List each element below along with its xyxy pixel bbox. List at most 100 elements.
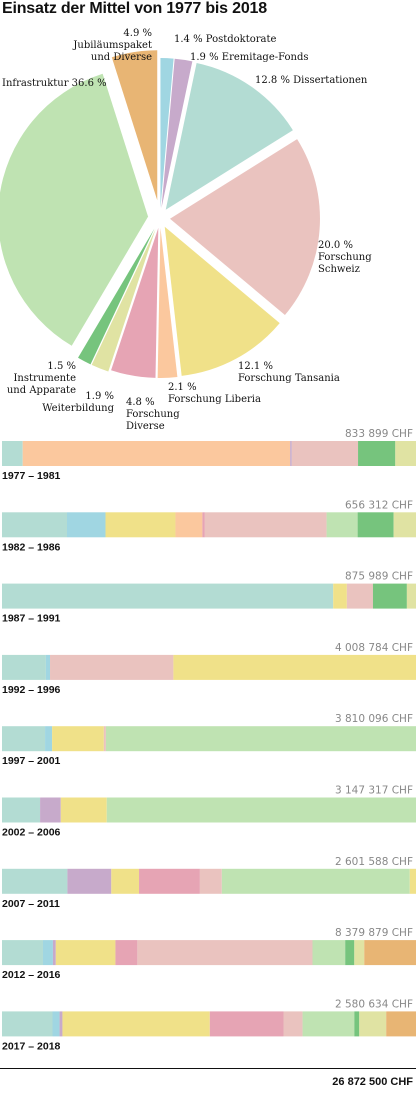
period-label: 1977 – 1981 (2, 470, 61, 482)
bar-segment-infrastruktur (221, 868, 410, 894)
bar-segment-forschung_schweiz (199, 868, 222, 894)
bar-segment-forschung_diverse (139, 868, 200, 894)
pie-label-dissertationen: 12.8 % Dissertationen (255, 75, 368, 86)
bar-segment-weiterbildung (406, 583, 416, 609)
bar-segment-jubilaeum (386, 1011, 416, 1037)
pie-slice-eremitage (161, 58, 193, 209)
pie-label-postdoc: 1.4 % Postdoktorate (174, 34, 277, 45)
period-total: 833 899 CHF (345, 428, 413, 440)
bar-segment-dissertationen (2, 726, 46, 752)
bar-segment-forschung_tansania (52, 726, 104, 752)
period-total: 8 379 879 CHF (335, 927, 413, 939)
period-label: 2002 – 2006 (2, 827, 61, 839)
bar-segment-eremitage (40, 797, 61, 823)
pie-slice-weiterbildung (91, 229, 156, 372)
bar-segment-postdoc (52, 1011, 60, 1037)
period-total: 875 989 CHF (345, 571, 413, 583)
bar-segment-forschung_tansania (62, 1011, 210, 1037)
bar-segment-eremitage (290, 441, 292, 466)
bar-segment-forschung_tansania (333, 583, 347, 609)
pie-label-forschung_schweiz: 20.0 % Forschung Schweiz (318, 240, 372, 275)
bar-segment-postdoc (42, 940, 53, 966)
period-total: 656 312 CHF (345, 499, 413, 511)
bar-segment-postdoc (66, 512, 106, 538)
bar-segment-forschung_schweiz (346, 583, 373, 609)
bar-segment-forschung_schweiz (137, 940, 313, 966)
pie-slice-instrumente (78, 228, 155, 365)
pie-label-instrumente: 1.5 % Instrumente und Apparate (7, 361, 76, 396)
bar-segment-forschung_liberia (22, 441, 291, 466)
bar-segment-forschung_diverse (115, 940, 138, 966)
bar-segment-dissertationen (2, 1011, 53, 1037)
grand-total: 26 872 500 CHF (332, 1076, 413, 1088)
bar-segment-dissertationen (2, 441, 23, 466)
bar-segment-instrumente (357, 512, 394, 538)
bar-segment-eremitage (59, 1011, 63, 1037)
bar-segment-forschung_schweiz (283, 1011, 303, 1037)
pie-label-weiterbildung: 1.9 % Weiterbildung (42, 391, 114, 414)
bar-segment-forschung_tansania (60, 797, 107, 823)
pie-chart: 1.4 % Postdoktorate 1.9 % Eremitage-Fonds… (0, 28, 372, 430)
bar-segment-forschung_schweiz (103, 726, 106, 752)
period-label: 1992 – 1996 (2, 684, 61, 696)
pie-label-infrastruktur: Infrastruktur 36.6 % (2, 78, 107, 89)
bar-segment-forschung_tansania (111, 868, 140, 894)
bar-segment-weiterbildung (395, 441, 416, 466)
period-label: 1982 – 1986 (2, 541, 61, 553)
bar-segment-weiterbildung (359, 1011, 387, 1037)
pie-slice-jubilaeum (111, 50, 158, 201)
bar-segment-eremitage (67, 868, 112, 894)
pie-label-eremitage: 1.9 % Eremitage-Fonds (190, 52, 309, 63)
bar-segment-dissertationen (2, 583, 334, 609)
bar-segment-dissertationen (2, 797, 41, 823)
period-label: 2012 – 2016 (2, 969, 61, 981)
pie-slice-forschung_tansania (164, 226, 280, 376)
bar-segment-dissertationen (2, 654, 46, 680)
bar-segment-instrumente (354, 1011, 360, 1037)
bar-segment-forschung_diverse (209, 1011, 284, 1037)
total-rule (0, 1068, 416, 1069)
bar-segment-infrastruktur (106, 797, 416, 823)
bar-segment-forschung_schweiz (50, 654, 174, 680)
bar-segment-weiterbildung (354, 940, 365, 966)
pie-slice-infrastruktur (0, 73, 149, 346)
bar-segment-forschung_tansania (55, 940, 116, 966)
pie-slice-forschung_schweiz (169, 139, 320, 316)
bar-segment-infrastruktur (105, 726, 416, 752)
bar-segment-forschung_tansania (173, 654, 416, 680)
pie-slice-postdoc (160, 58, 174, 209)
pie-label-forschung_tansania: 12.1 % Forschung Tansania (238, 361, 340, 384)
period-total: 2 601 588 CHF (335, 856, 413, 868)
pie-slice-forschung_diverse (111, 227, 159, 378)
pie-label-jubilaeum: 4.9 % Jubiläumspaket und Diverse (72, 28, 152, 63)
bar-segment-dissertationen (2, 512, 67, 538)
bar-segment-eremitage (52, 940, 56, 966)
bar-segment-instrumente (372, 583, 407, 609)
pie-label-forschung_diverse: 4.8 % Forschung Diverse (126, 397, 180, 430)
bar-segment-forschung_schweiz (204, 512, 327, 538)
period-label: 2017 – 2018 (2, 1040, 61, 1052)
pie-label-forschung_liberia: 2.1 % Forschung Liberia (168, 382, 261, 405)
period-label: 1987 – 1991 (2, 613, 61, 625)
bar-segment-forschung_tansania (105, 512, 176, 538)
period-total: 3 147 317 CHF (335, 785, 413, 797)
bar-segment-postdoc (45, 726, 53, 752)
period-total: 3 810 096 CHF (335, 713, 413, 725)
bar-segment-dissertationen (2, 940, 43, 966)
bar-segment-instrumente (345, 940, 355, 966)
bar-segment-infrastruktur (312, 940, 346, 966)
period-label: 1997 – 2001 (2, 755, 61, 767)
pie-slice-forschung_liberia (157, 227, 178, 378)
chart-title: Einsatz der Mittel von 1977 bis 2018 (2, 0, 267, 17)
period-total: 2 580 634 CHF (335, 998, 413, 1010)
bar-segment-forschung_tansania (409, 868, 416, 894)
bar-segment-forschung_liberia (175, 512, 203, 538)
bar-segment-weiterbildung (393, 512, 416, 538)
bar-segment-infrastruktur (326, 512, 358, 538)
bar-segment-postdoc (45, 654, 51, 680)
bar-segment-forschung_schweiz (291, 441, 359, 466)
bar-segment-jubilaeum (364, 940, 416, 966)
bar-segment-infrastruktur (302, 1011, 355, 1037)
period-label: 2007 – 2011 (2, 898, 60, 910)
